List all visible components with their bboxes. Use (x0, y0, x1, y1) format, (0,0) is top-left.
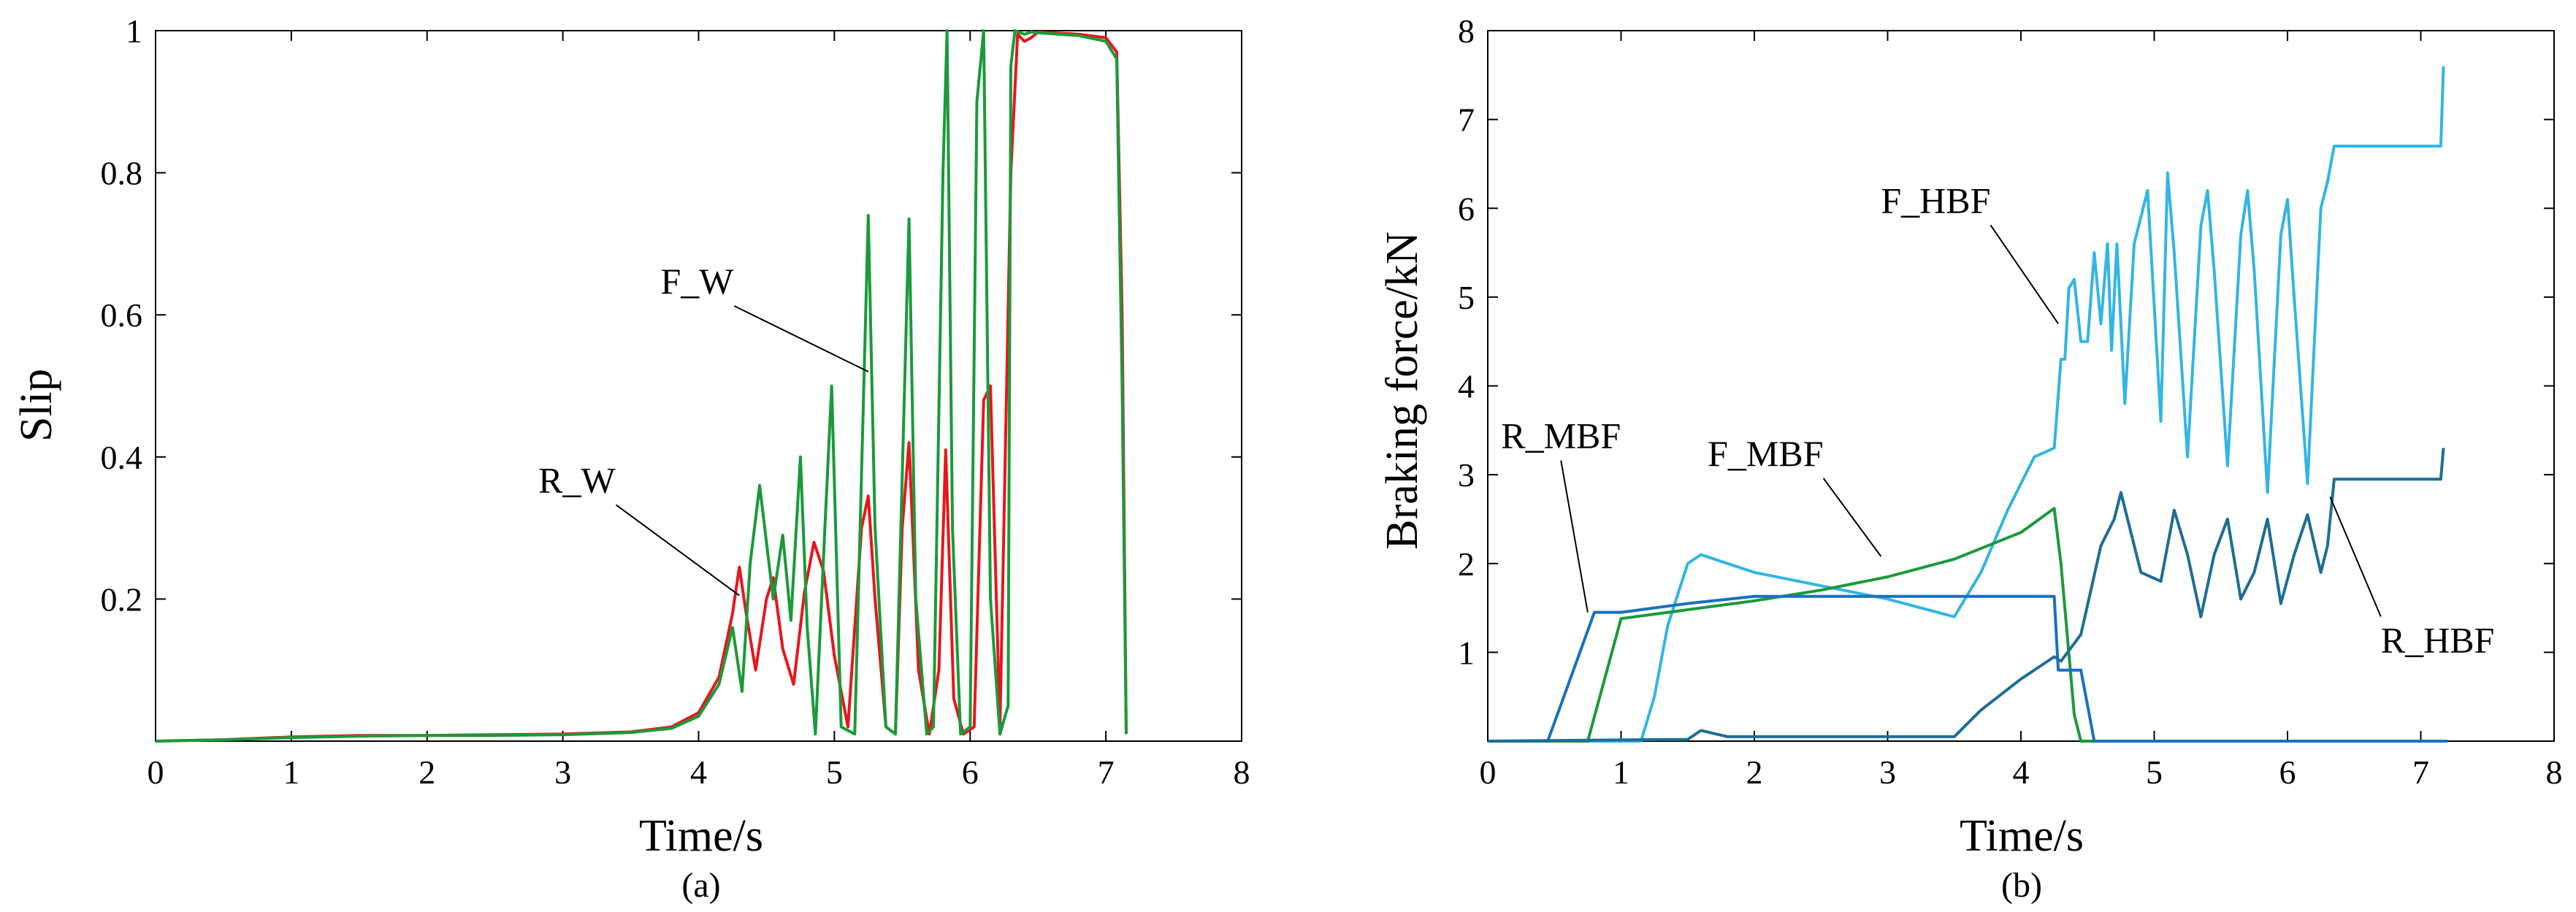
annotation-r-w: R_W (538, 459, 616, 500)
chart-a-ylabel: Slip (12, 369, 61, 442)
chart-b-braking-force: Braking force/kN Time/s (b) 0 1 2 3 4 5 6 7 8 1 2 3… (1377, 12, 2563, 905)
annotation-leader-r-w (615, 504, 740, 597)
chart-a-xtick-label: 6 (962, 754, 979, 791)
annotation-leader-f-hbf (1990, 224, 2059, 324)
series-line-r-mbf (1488, 594, 2447, 743)
chart-a-plot-frame (155, 30, 1242, 742)
series-line-r-w (155, 30, 1128, 743)
chart-b-ytick-label: 5 (1458, 279, 1475, 316)
annotation-leader-r-mbf (1560, 460, 1589, 613)
chart-b-xtick-label: 4 (2013, 754, 2030, 791)
chart-a-xtick-label: 7 (1098, 754, 1115, 791)
chart-a-xtick-label: 1 (283, 754, 299, 791)
annotation-leader-r-hbf (2329, 497, 2382, 617)
chart-a-ytick-label: 0.2 (101, 580, 143, 618)
chart-b-ylabel: Braking force/kN (1377, 231, 1427, 550)
annotation-leader-f-w (733, 305, 869, 372)
annotation-f-w: F_W (660, 261, 734, 302)
chart-b-xtick-label: 6 (2279, 754, 2296, 791)
annotation-r-hbf: R_HBF (2381, 619, 2495, 660)
chart-b-ytick-label: 6 (1458, 190, 1475, 227)
series-line-f-w (155, 29, 1128, 743)
series-line-r-hbf (1487, 448, 2445, 743)
chart-a-ytick-label: 0.4 (101, 439, 143, 476)
chart-a-xtick-label: 3 (554, 754, 571, 791)
chart-b-xtick-label: 3 (1879, 754, 1896, 791)
chart-b-xtick-label: 2 (1746, 754, 1763, 791)
chart-b-xtick-label: 1 (1613, 754, 1629, 791)
chart-b-ytick-label: 1 (1458, 634, 1475, 671)
series-line-f-hbf (1488, 66, 2445, 743)
chart-b-xtick-label: 5 (2146, 754, 2163, 791)
chart-a-xtick-label: 5 (826, 754, 843, 791)
chart-a-xtick-label: 8 (1234, 754, 1250, 791)
chart-b-caption: (b) (2001, 866, 2042, 905)
chart-b-xtick-label: 0 (1480, 754, 1497, 791)
chart-a-xtick-label: 4 (690, 754, 707, 791)
chart-b-xtick-label: 7 (2412, 754, 2429, 791)
chart-a-caption: (a) (681, 866, 720, 905)
annotation-leader-f-mbf (1822, 478, 1882, 557)
annotation-f-hbf: F_HBF (1881, 180, 1990, 221)
chart-b-ytick-label: 8 (1458, 12, 1475, 50)
chart-a-xtick-label: 2 (418, 754, 435, 791)
chart-a-xlabel: Time/s (639, 811, 763, 861)
chart-b-xtick-label: 8 (2546, 754, 2563, 791)
annotation-f-mbf: F_MBF (1708, 433, 1823, 474)
annotation-r-mbf: R_MBF (1501, 415, 1621, 456)
chart-b-ytick-label: 7 (1458, 101, 1475, 139)
chart-b-xlabel: Time/s (1960, 811, 2084, 861)
chart-a-ytick-label: 0.6 (101, 296, 143, 334)
chart-a-slip: Slip Time/s (a) 0 1 2 3 4 5 6 7 8 0.2 0.4 0.6 0.8 1 F_… (12, 12, 1250, 905)
series-line-f-mbf (1488, 507, 2447, 743)
chart-a-ytick-label: 0.8 (101, 155, 143, 192)
chart-a-xtick-label: 0 (148, 754, 164, 791)
chart-b-ytick-label: 4 (1458, 368, 1475, 405)
chart-a-ytick-label: 1 (126, 12, 142, 50)
chart-b-ytick-label: 2 (1458, 545, 1475, 583)
chart-b-ytick-label: 3 (1458, 456, 1475, 494)
